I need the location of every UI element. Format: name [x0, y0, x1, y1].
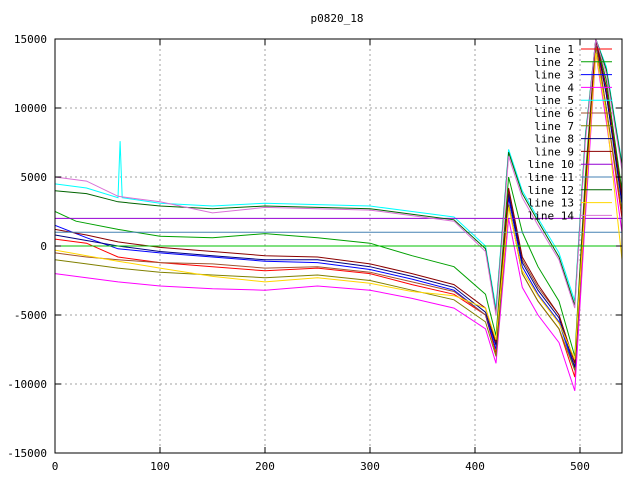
y-axis: -15000 -10000 -5000 0 5000 10000 15000 — [7, 33, 622, 460]
legend-label: line 2 — [534, 56, 574, 69]
legend-label: line 1 — [534, 43, 574, 56]
chart-title: p0820_18 — [311, 12, 364, 25]
y-tick-label: 0 — [40, 240, 47, 253]
y-tick-label: 5000 — [21, 171, 48, 184]
x-tick-label: 0 — [52, 460, 59, 473]
series-line-14 — [55, 39, 622, 316]
legend-label: line 9 — [534, 145, 574, 158]
legend-label: line 3 — [534, 69, 574, 82]
y-tick-label: -15000 — [7, 447, 47, 460]
y-tick-label: 15000 — [14, 33, 47, 46]
x-tick-label: 300 — [360, 460, 380, 473]
series-line-2 — [55, 39, 622, 357]
series-group — [55, 39, 622, 392]
legend-label: line 12 — [528, 184, 574, 197]
legend-label: line 14 — [528, 209, 575, 222]
x-tick-label: 100 — [150, 460, 170, 473]
legend-label: line 8 — [534, 133, 574, 146]
x-tick-label: 200 — [255, 460, 275, 473]
x-axis: 0 100 200 300 400 500 — [52, 39, 590, 473]
legend-label: line 10 — [528, 158, 574, 171]
legend-label: line 6 — [534, 107, 574, 120]
legend-label: line 5 — [534, 94, 574, 107]
legend-label: line 7 — [534, 120, 574, 133]
x-tick-label: 400 — [465, 460, 485, 473]
series-line-4 — [55, 52, 622, 392]
legend-label: line 4 — [534, 81, 574, 94]
legend-label: line 13 — [528, 197, 574, 210]
series-line-13 — [55, 52, 622, 360]
y-tick-label: -10000 — [7, 378, 47, 391]
y-tick-label: -5000 — [14, 309, 47, 322]
y-tick-label: 10000 — [14, 102, 47, 115]
legend-label: line 11 — [528, 171, 574, 184]
x-tick-label: 500 — [570, 460, 590, 473]
